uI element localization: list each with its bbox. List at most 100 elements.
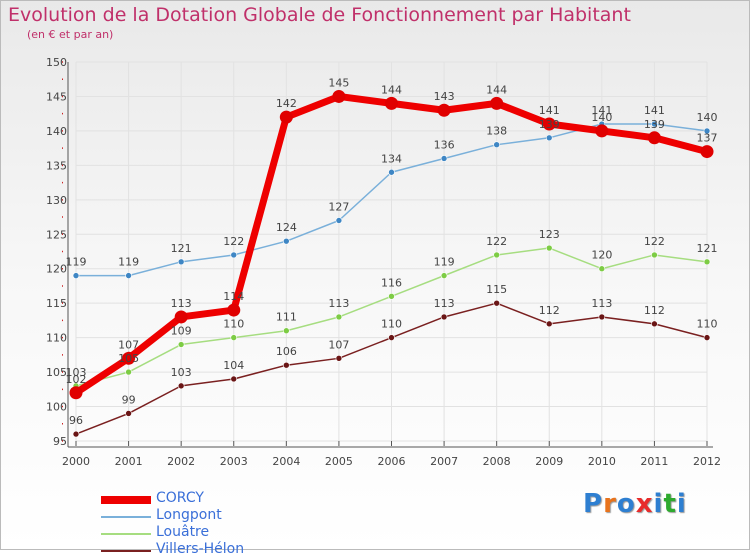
data-point-villers-h-lon [388,334,395,341]
data-label-longpont: 141 [591,104,612,117]
data-label-lou-tre: 122 [644,235,665,248]
x-tick-label: 2000 [62,455,90,468]
y-tick-label: 125 [46,228,67,241]
data-label-corcy: 102 [66,373,87,386]
data-label-corcy: 144 [381,83,402,96]
legend-swatch [101,533,151,535]
data-point-villers-h-lon [651,320,658,328]
data-label-villers-h-lon: 96 [69,414,83,427]
legend-swatch [101,550,151,552]
data-label-villers-h-lon: 112 [539,304,560,317]
legend-swatch [101,496,151,504]
data-point-longpont [335,217,343,224]
data-label-lou-tre: 111 [276,311,297,324]
data-point-villers-h-lon [703,334,711,341]
data-label-lou-tre: 122 [486,235,507,248]
data-point-corcy [332,89,346,103]
data-label-longpont: 136 [434,138,455,151]
proxiti-logo: Proxiti [583,489,687,519]
y-tick-label: 120 [46,263,67,276]
data-point-longpont [651,120,658,128]
data-point-longpont [125,272,132,279]
data-label-corcy: 144 [486,83,507,96]
data-point-lou-tre [703,258,711,266]
data-point-lou-tre [230,334,238,341]
data-label-lou-tre: 116 [381,276,402,289]
y-tick-label: 95 [53,435,67,448]
data-label-longpont: 121 [171,242,192,255]
data-label-longpont: 122 [223,235,244,248]
data-label-longpont: 138 [486,125,507,138]
data-label-corcy: 113 [171,297,192,310]
data-point-villers-h-lon [440,313,448,321]
data-label-lou-tre: 120 [591,249,612,262]
data-point-lou-tre [440,272,448,279]
data-label-longpont: 141 [644,104,665,117]
x-tick-label: 2008 [483,455,511,468]
data-point-longpont [177,258,185,266]
data-label-villers-h-lon: 112 [644,304,665,317]
x-tick-label: 2009 [535,455,563,468]
data-point-longpont [283,237,290,245]
data-label-lou-tre: 119 [434,256,455,269]
y-tick-label: 140 [46,125,67,138]
data-label-corcy: 140 [591,111,612,124]
logo-letter: t [663,489,677,519]
data-point-lou-tre [283,327,290,335]
y-tick-label: 100 [46,401,67,414]
x-tick-label: 2010 [588,455,616,468]
data-point-longpont [545,134,553,142]
chart-subtitle: (en € et par an) [27,28,114,41]
chart-title: Evolution de la Dotation Globale de Fonc… [8,4,631,26]
x-tick-label: 2012 [693,455,721,468]
data-label-longpont: 134 [381,152,402,165]
data-label-lou-tre: 110 [223,318,244,331]
data-point-lou-tre [493,251,500,259]
data-label-lou-tre: 109 [171,325,192,338]
data-label-villers-h-lon: 110 [697,318,718,331]
data-label-villers-h-lon: 113 [434,297,455,310]
data-label-longpont: 140 [697,111,718,124]
logo-letter: o [616,489,636,519]
y-tick-label: 110 [46,332,67,345]
logo-letter: i [653,489,664,519]
data-point-villers-h-lon [283,361,290,369]
legend-swatch [101,516,151,518]
data-point-lou-tre [598,265,606,273]
data-point-corcy [279,110,293,124]
axes: 95 100 105 110 115 120 125 130 135 140 145 150 2000 2… [46,56,721,468]
data-label-villers-h-lon: 103 [171,366,192,379]
data-label-lou-tre: 113 [328,297,349,310]
data-point-corcy [595,124,609,138]
data-point-corcy [490,96,504,110]
y-tick-label: 115 [46,297,67,310]
data-label-corcy: 141 [539,104,560,117]
data-point-longpont [493,141,500,148]
data-point-corcy [542,117,556,131]
data-point-villers-h-lon [177,382,185,390]
data-label-lou-tre: 105 [118,352,139,365]
data-label-villers-h-lon: 99 [122,393,136,406]
data-label-corcy: 114 [223,290,244,303]
legend-label: CORCY [156,490,204,506]
data-point-villers-h-lon [598,313,606,321]
data-label-villers-h-lon: 106 [276,345,297,358]
logo-letter: i [676,489,687,519]
data-point-lou-tre [125,368,132,376]
data-point-longpont [230,251,238,259]
logo-letter: P [583,489,604,519]
data-label-lou-tre: 103 [66,366,87,379]
x-tick-label: 2011 [640,455,668,468]
data-label-longpont: 119 [66,256,87,269]
data-point-corcy [647,131,661,145]
legend-label: Villers-Hélon [156,541,245,557]
y-tick-label: 105 [46,366,67,379]
data-label-longpont: 124 [276,221,297,234]
data-point-lou-tre [335,313,343,321]
data-point-corcy [69,386,83,400]
data-point-corcy [385,96,398,110]
data-label-lou-tre: 123 [539,228,560,241]
data-point-longpont [72,272,80,279]
